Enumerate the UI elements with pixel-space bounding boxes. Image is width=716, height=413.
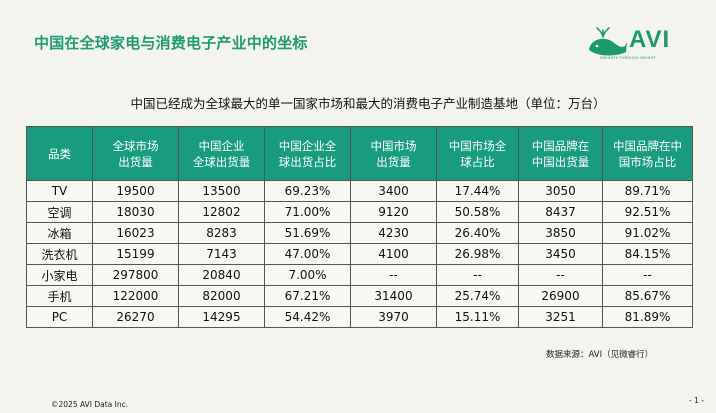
value-cell: 7143 <box>178 243 265 265</box>
value-cell: 26.98% <box>436 243 519 265</box>
header-cell: 中国品牌在中 国市场占比 <box>602 126 693 181</box>
header-cell: 中国企业全 球出货占比 <box>264 126 351 181</box>
value-cell: 54.42% <box>264 306 351 328</box>
value-cell: 8437 <box>518 201 603 223</box>
value-cell: 15199 <box>92 243 179 265</box>
header-cell: 中国品牌在 中国出货量 <box>518 126 603 181</box>
value-cell: 3850 <box>518 222 603 244</box>
table-row: PC 26270 14295 54.42% 3970 15.11% 3251 81.89% <box>26 306 693 328</box>
value-cell: 51.69% <box>264 222 351 244</box>
category-cell: TV <box>26 180 93 202</box>
page-number: - 1 - <box>689 396 704 405</box>
header-cell: 中国企业 全球出货量 <box>178 126 265 181</box>
table-row: 洗衣机 15199 7143 47.00% 4100 26.98% 3450 84.15% <box>26 243 693 265</box>
value-cell: 26900 <box>518 285 603 307</box>
category-cell: PC <box>26 306 93 328</box>
value-cell: -- <box>350 264 437 286</box>
value-cell: 4230 <box>350 222 437 244</box>
category-cell: 冰箱 <box>26 222 93 244</box>
value-cell: 84.15% <box>602 243 693 265</box>
copyright: ©2025 AVI Data Inc. <box>51 400 129 409</box>
table-row: 手机 122000 82000 67.21% 31400 25.74% 26900 85.67… <box>26 285 693 307</box>
value-cell: 7.00% <box>264 264 351 286</box>
header-cell: 全球市场 出货量 <box>92 126 179 181</box>
value-cell: 3970 <box>350 306 437 328</box>
value-cell: 16023 <box>92 222 179 244</box>
data-table: 品类 全球市场 出货量 中国企业 全球出货量 中国企业全 球出货占比 中国市场 出货量 … <box>26 126 693 328</box>
header-cell: 中国市场 出货量 <box>350 126 437 181</box>
value-cell: 25.74% <box>436 285 519 307</box>
value-cell: 67.21% <box>264 285 351 307</box>
subtitle: 中国已经成为全球最大的单一国家市场和最大的消费电子产业制造基地（单位：万台） <box>130 96 606 111</box>
value-cell: -- <box>602 264 693 286</box>
value-cell: 18030 <box>92 201 179 223</box>
value-cell: 71.00% <box>264 201 351 223</box>
value-cell: 122000 <box>92 285 179 307</box>
value-cell: -- <box>518 264 603 286</box>
value-cell: 69.23% <box>264 180 351 202</box>
value-cell: 82000 <box>178 285 265 307</box>
value-cell: 26.40% <box>436 222 519 244</box>
value-cell: 47.00% <box>264 243 351 265</box>
value-cell: 12802 <box>178 201 265 223</box>
whale-logo-icon <box>589 27 627 56</box>
category-cell: 洗衣机 <box>26 243 93 265</box>
value-cell: 3251 <box>518 306 603 328</box>
page-title: 中国在全球家电与消费电子产业中的坐标 <box>34 34 308 52</box>
category-cell: 手机 <box>26 285 93 307</box>
value-cell: 9120 <box>350 201 437 223</box>
value-cell: 4100 <box>350 243 437 265</box>
value-cell: 15.11% <box>436 306 519 328</box>
value-cell: 19500 <box>92 180 179 202</box>
value-cell: 3050 <box>518 180 603 202</box>
value-cell: 26270 <box>92 306 179 328</box>
table-row: 冰箱 16023 8283 51.69% 4230 26.40% 3850 91.02% <box>26 222 693 244</box>
category-cell: 小家电 <box>26 264 93 286</box>
value-cell: 91.02% <box>602 222 693 244</box>
logo-text: AVI <box>629 26 671 53</box>
logo-tagline: INSIGHTS THROUGH INSIGHT <box>600 56 656 60</box>
table-row: 小家电 297800 20840 7.00% -- -- -- -- <box>26 264 693 286</box>
table-header-row: 品类 全球市场 出货量 中国企业 全球出货量 中国企业全 球出货占比 中国市场 出货量 … <box>26 126 693 181</box>
table-row: 空调 18030 12802 71.00% 9120 50.58% 8437 92.51% <box>26 201 693 223</box>
value-cell: -- <box>436 264 519 286</box>
category-cell: 空调 <box>26 201 93 223</box>
value-cell: 89.71% <box>602 180 693 202</box>
value-cell: 85.67% <box>602 285 693 307</box>
table-row: TV 19500 13500 69.23% 3400 17.44% 3050 89.71% <box>26 180 693 202</box>
value-cell: 20840 <box>178 264 265 286</box>
value-cell: 31400 <box>350 285 437 307</box>
value-cell: 14295 <box>178 306 265 328</box>
value-cell: 13500 <box>178 180 265 202</box>
data-source: 数据来源：AVI（见微睿行） <box>546 350 654 360</box>
value-cell: 297800 <box>92 264 179 286</box>
value-cell: 3400 <box>350 180 437 202</box>
value-cell: 17.44% <box>436 180 519 202</box>
value-cell: 3450 <box>518 243 603 265</box>
value-cell: 92.51% <box>602 201 693 223</box>
value-cell: 81.89% <box>602 306 693 328</box>
value-cell: 50.58% <box>436 201 519 223</box>
header-cell: 中国市场全 球占比 <box>436 126 519 181</box>
header-cell: 品类 <box>26 126 93 181</box>
value-cell: 8283 <box>178 222 265 244</box>
